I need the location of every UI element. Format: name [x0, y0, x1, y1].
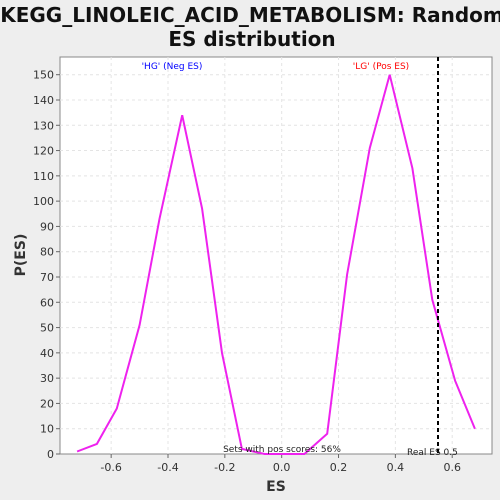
x-tick-label: 0.4: [387, 461, 405, 474]
y-tick-label: 0: [47, 448, 54, 461]
grid: [60, 57, 492, 454]
y-tick-label: 110: [33, 170, 54, 183]
y-tick-label: 70: [40, 271, 54, 284]
pos-es-label: 'LG' (Pos ES): [353, 62, 409, 72]
y-tick-label: 50: [40, 322, 54, 335]
y-tick-label: 80: [40, 246, 54, 259]
series-line: [76, 74, 476, 455]
chart-title-line1: KEGG_LINOLEIC_ACID_METABOLISM: Random: [0, 3, 500, 27]
x-tick-label: 0.6: [443, 461, 461, 474]
y-tick-label: 140: [33, 94, 54, 107]
y-tick-label: 120: [33, 145, 54, 158]
y-tick-label: 40: [40, 347, 54, 360]
series-layer: [76, 74, 476, 455]
y-axis-label: P(ES): [13, 234, 29, 277]
x-tick-label: 0.2: [330, 461, 348, 474]
y-axis-ticks: 0 10 20 30 40 50 60 70 80 90 100 110 120 130 140 150: [33, 69, 60, 461]
real-es-label: Real ES 0.5: [407, 448, 458, 458]
y-tick-label: 100: [33, 195, 54, 208]
y-tick-label: 90: [40, 220, 54, 233]
x-tick-label: -0.4: [157, 461, 178, 474]
y-tick-label: 60: [40, 296, 54, 309]
plot-area: [59, 56, 493, 455]
x-tick-label: -0.6: [100, 461, 121, 474]
y-tick-label: 130: [33, 119, 54, 132]
pos-scores-label: Sets with pos scores: 56%: [223, 445, 341, 455]
x-axis-ticks: -0.6 -0.4 -0.2 0.0 0.2 0.4 0.6: [100, 454, 461, 474]
x-tick-label: -0.2: [214, 461, 235, 474]
chart-title-line2: ES distribution: [168, 27, 335, 51]
y-tick-label: 10: [40, 423, 54, 436]
y-tick-label: 30: [40, 372, 54, 385]
neg-es-label: 'HG' (Neg ES): [142, 62, 203, 72]
y-tick-label: 150: [33, 69, 54, 82]
x-axis-label: ES: [266, 479, 286, 495]
y-tick-label: 20: [40, 397, 54, 410]
x-tick-label: 0.0: [273, 461, 291, 474]
